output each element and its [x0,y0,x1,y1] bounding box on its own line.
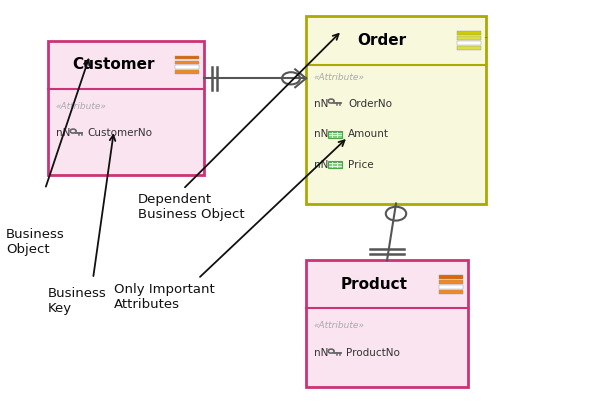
Text: Business
Key: Business Key [48,287,107,315]
Bar [332,161,337,164]
Bar [439,275,463,279]
Text: nN: nN [314,160,328,170]
Bar [337,161,342,164]
Bar [457,41,481,45]
Bar [439,280,463,284]
Bar [337,166,342,168]
Bar [457,36,481,40]
Text: nN: nN [314,348,328,358]
FancyBboxPatch shape [306,260,468,387]
Bar [457,31,481,35]
Text: Amount: Amount [348,129,389,139]
Bar [439,290,463,293]
Bar [328,133,332,136]
Bar [328,164,332,166]
Bar [337,133,342,136]
Bar [337,131,342,133]
Bar [328,131,332,133]
Bar [328,131,342,138]
Text: ProductNo: ProductNo [346,348,400,358]
FancyBboxPatch shape [48,41,204,175]
Text: «Attribute»: «Attribute» [314,321,365,330]
Bar [328,161,332,164]
Text: Product: Product [341,277,407,292]
Bar [175,70,199,74]
Text: nN: nN [56,128,70,138]
Text: «Attribute»: «Attribute» [314,73,365,82]
Bar [332,133,337,136]
Text: Business
Object: Business Object [6,228,65,256]
Text: ..: .. [483,31,488,40]
Bar [337,164,342,166]
Bar [328,166,332,168]
Bar [175,56,199,59]
Bar [457,46,481,50]
Text: Price: Price [348,160,374,170]
Text: Customer: Customer [72,57,155,72]
Text: OrderNo: OrderNo [348,99,392,109]
Bar [439,285,463,289]
Bar [337,136,342,138]
Bar [332,136,337,138]
Bar [175,61,199,64]
Bar [328,161,342,168]
Text: nN: nN [314,99,328,109]
Bar [332,166,337,168]
Text: Dependent
Business Object: Dependent Business Object [138,193,245,221]
FancyBboxPatch shape [306,16,486,204]
Text: nN: nN [314,129,328,139]
Bar [175,66,199,69]
Text: Order: Order [357,33,406,48]
Text: Only Important
Attributes: Only Important Attributes [114,283,215,311]
Bar [332,164,337,166]
Text: «Attribute»: «Attribute» [56,102,107,111]
Bar [328,136,332,138]
Bar [332,131,337,133]
Text: CustomerNo: CustomerNo [88,128,152,138]
